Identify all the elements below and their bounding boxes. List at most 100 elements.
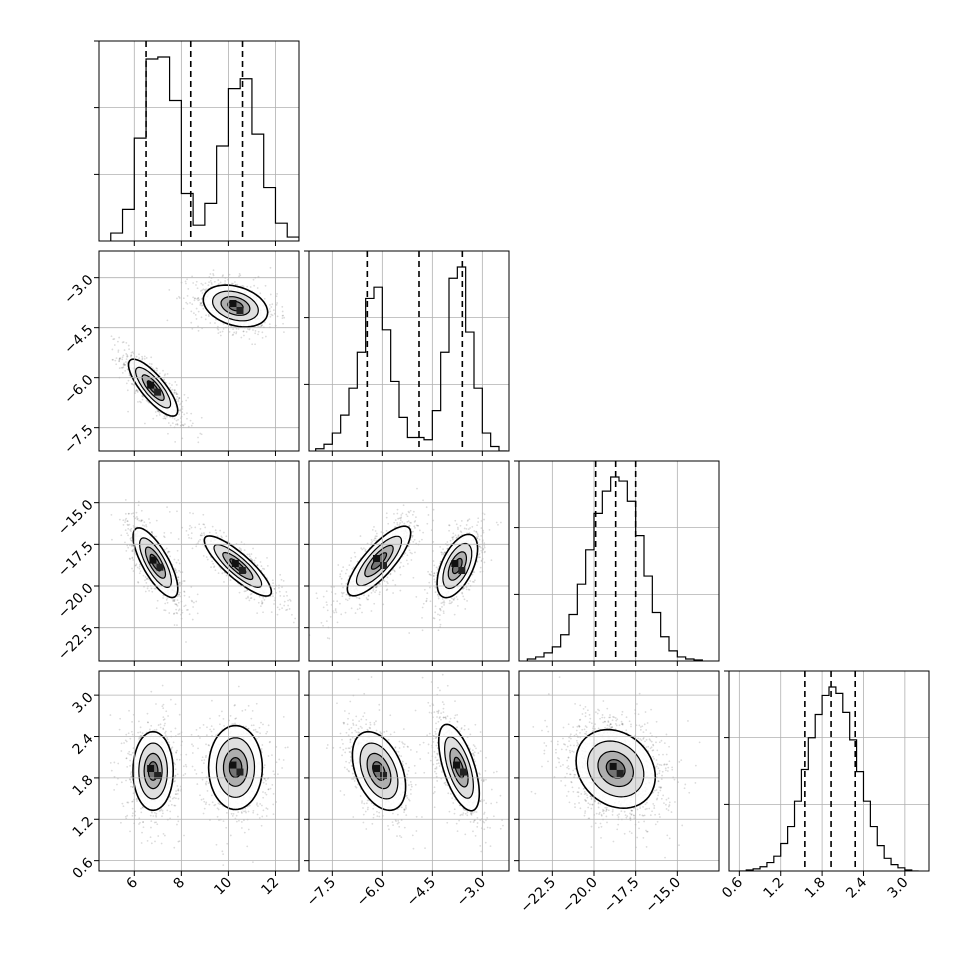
scatter-point xyxy=(379,583,381,585)
scatter-point xyxy=(201,283,204,286)
scatter-point xyxy=(484,550,486,553)
scatter-point xyxy=(127,546,130,549)
scatter-point xyxy=(238,275,240,278)
scatter-point xyxy=(165,710,168,713)
scatter-point xyxy=(120,534,123,537)
scatter-point xyxy=(477,535,480,538)
scatter-point xyxy=(136,389,139,392)
scatter-point xyxy=(202,288,205,291)
scatter-point xyxy=(175,561,178,564)
scatter-point xyxy=(235,327,238,330)
scatter-point xyxy=(181,405,184,408)
histogram-steps xyxy=(739,686,919,871)
scatter-point xyxy=(222,327,225,330)
scatter-point xyxy=(239,274,242,277)
scatter-point xyxy=(336,600,339,603)
scatter-point xyxy=(233,331,236,334)
scatter-point xyxy=(214,529,217,532)
scatter-point xyxy=(167,741,170,744)
scatter-point xyxy=(441,598,444,600)
scatter-point xyxy=(123,364,126,366)
scatter-point xyxy=(358,597,360,600)
scatter-point xyxy=(145,524,147,526)
scatter-point xyxy=(184,280,187,283)
scatter-point xyxy=(371,528,374,531)
scatter-point xyxy=(375,586,378,589)
scatter-point xyxy=(412,576,415,579)
scatter-point xyxy=(353,551,356,554)
scatter-point xyxy=(432,519,435,522)
scatter-point xyxy=(124,363,126,366)
scatter-point xyxy=(138,565,141,568)
scatter-point xyxy=(443,601,446,604)
scatter-point xyxy=(229,579,232,581)
scatter-point xyxy=(195,545,198,548)
scatter-point xyxy=(172,613,175,615)
scatter-point xyxy=(433,564,436,567)
scatter-point xyxy=(401,512,404,515)
scatter-point xyxy=(467,582,470,585)
scatter-point xyxy=(420,538,423,541)
scatter-point xyxy=(187,425,190,428)
scatter-point xyxy=(411,536,413,539)
panel-background xyxy=(99,461,299,661)
scatter-point xyxy=(396,508,399,511)
histogram-panel-4: 0.6 1.2 1.8 2.4 3.0 xyxy=(719,670,930,902)
scatter-point xyxy=(168,382,171,385)
scatter-point xyxy=(155,814,157,817)
scatter-point xyxy=(385,589,388,592)
scatter-point xyxy=(122,363,125,366)
scatter-point xyxy=(243,334,245,337)
scatter-point xyxy=(340,583,343,585)
scatter-point xyxy=(138,823,140,825)
scatter-point xyxy=(151,531,154,534)
scatter-point xyxy=(150,724,153,727)
x-tick-label: 1.8 xyxy=(802,875,829,902)
scatter-point xyxy=(131,544,134,547)
scatter-point xyxy=(187,396,189,399)
scatter-point xyxy=(127,801,130,804)
panel-background xyxy=(99,251,299,451)
scatter-point xyxy=(124,369,127,372)
scatter-point xyxy=(178,608,181,611)
scatter-point xyxy=(428,586,431,589)
panel-background xyxy=(519,461,719,661)
scatter-point xyxy=(398,524,401,526)
scatter-point xyxy=(371,540,374,543)
scatter-point xyxy=(346,599,349,602)
scatter-point xyxy=(118,358,121,361)
scatter-point xyxy=(134,517,137,520)
scatter-point xyxy=(471,525,474,528)
scatter-point xyxy=(125,779,127,782)
scatter-point xyxy=(123,349,126,351)
scatter-point xyxy=(246,285,249,288)
scatter-point xyxy=(161,684,164,687)
scatter-point xyxy=(196,287,199,290)
scatter-point xyxy=(118,518,121,521)
scatter-point xyxy=(204,282,207,285)
scatter-point xyxy=(336,621,339,624)
scatter-point xyxy=(482,548,485,551)
scatter-point xyxy=(213,566,215,569)
scatter-point xyxy=(256,612,259,615)
scatter-point xyxy=(439,623,442,626)
scatter-point xyxy=(138,563,141,566)
scatter-point xyxy=(163,834,166,837)
scatter-point xyxy=(152,815,155,817)
scatter-point xyxy=(247,595,249,598)
scatter-point xyxy=(348,597,351,600)
scatter-point xyxy=(128,557,131,560)
scatter-point xyxy=(399,517,402,520)
scatter-point xyxy=(157,724,160,726)
scatter-point xyxy=(128,753,131,756)
scatter-point xyxy=(276,613,279,616)
scatter-point xyxy=(329,615,332,618)
scatter-point xyxy=(177,609,180,612)
scatter-point xyxy=(235,332,238,335)
scatter-point xyxy=(455,595,458,598)
scatter-point xyxy=(178,562,181,565)
scatter-point xyxy=(138,400,141,403)
scatter-point xyxy=(131,351,134,353)
scatter-point xyxy=(177,559,180,561)
scatter-point xyxy=(173,612,176,615)
